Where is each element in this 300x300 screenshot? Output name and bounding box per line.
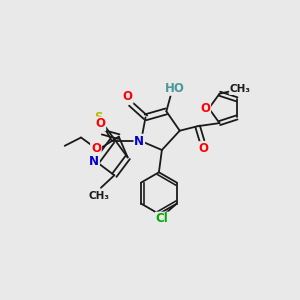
Text: CH₃: CH₃ <box>88 191 109 201</box>
Text: O: O <box>123 90 133 103</box>
Text: N: N <box>89 155 99 168</box>
Text: N: N <box>134 135 144 148</box>
Text: O: O <box>200 102 210 115</box>
Text: O: O <box>95 117 105 130</box>
Text: O: O <box>91 142 101 155</box>
Text: HO: HO <box>164 82 184 95</box>
Text: CH₃: CH₃ <box>230 84 251 94</box>
Text: O: O <box>199 142 208 155</box>
Text: S: S <box>94 111 102 124</box>
Text: Cl: Cl <box>156 212 168 226</box>
